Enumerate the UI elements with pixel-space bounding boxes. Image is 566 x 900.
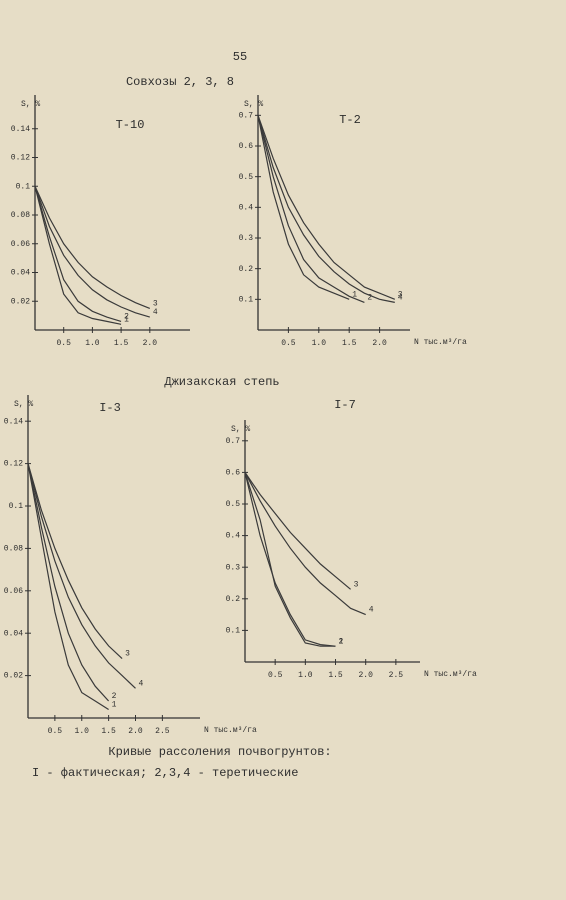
x-tick-label: 1.5: [328, 671, 343, 680]
x-axis-label: N тыс.м³/га: [424, 670, 477, 679]
y-tick-label: 0.02: [11, 297, 30, 306]
curve: [244, 472, 366, 616]
page-number: 55: [233, 50, 247, 64]
chart-title: Т-2: [339, 113, 361, 127]
y-tick-label: 0.5: [239, 173, 254, 182]
chart-title: I-7: [334, 398, 356, 412]
curve: [244, 472, 351, 590]
y-axis-label: S, %: [14, 400, 33, 409]
y-tick-label: 0.1: [226, 627, 241, 636]
y-tick-label: 0.08: [11, 211, 30, 220]
heading: Совхозы 2, 3, 8: [126, 75, 234, 89]
x-axis-label: N тыс.м³/га: [204, 726, 257, 735]
curve-label: 4: [369, 606, 374, 615]
curve-label: 3: [153, 300, 158, 309]
y-tick-label: 0.4: [226, 532, 241, 541]
curve: [257, 115, 350, 300]
chart-title: I-3: [99, 401, 121, 415]
y-tick-label: 0.3: [226, 563, 241, 572]
y-tick-label: 0.1: [16, 182, 31, 191]
y-tick-label: 0.1: [239, 295, 254, 304]
x-tick-label: 2.0: [143, 339, 158, 348]
curve: [34, 186, 122, 322]
x-tick-label: 2.0: [358, 671, 373, 680]
x-tick-label: 1.0: [312, 339, 327, 348]
y-tick-label: 0.6: [239, 142, 254, 151]
x-tick-label: 0.5: [48, 727, 63, 736]
x-tick-label: 1.5: [114, 339, 129, 348]
y-axis-label: S, %: [231, 425, 250, 434]
curve: [244, 472, 336, 647]
x-tick-label: 1.0: [298, 671, 313, 680]
x-tick-label: 0.5: [281, 339, 296, 348]
curve-label: 2: [124, 312, 129, 321]
curve-label: 2: [339, 637, 344, 646]
y-tick-label: 0.12: [4, 460, 23, 469]
y-tick-label: 0.5: [226, 500, 241, 509]
curve-label: 2: [112, 692, 117, 701]
y-tick-label: 0.2: [226, 595, 241, 604]
curve-label: 2: [367, 294, 372, 303]
curve-label: 1: [124, 315, 129, 324]
x-tick-label: 0.5: [57, 339, 72, 348]
curve: [257, 115, 365, 303]
curve-label: 1: [112, 701, 117, 710]
y-tick-label: 0.06: [4, 587, 23, 596]
y-tick-label: 0.3: [239, 234, 254, 243]
x-tick-label: 2.5: [389, 671, 404, 680]
y-tick-label: 0.04: [11, 269, 30, 278]
curve: [257, 115, 396, 300]
curve: [34, 186, 151, 309]
curve-label: 4: [398, 294, 403, 303]
x-tick-label: 1.5: [101, 727, 116, 736]
curve: [27, 463, 109, 711]
curve: [244, 472, 336, 647]
curve: [34, 186, 122, 325]
y-axis-label: S, %: [21, 100, 40, 109]
x-tick-label: 1.5: [342, 339, 357, 348]
y-tick-label: 0.7: [226, 437, 241, 446]
curve: [27, 463, 110, 702]
curve-label: 4: [153, 308, 158, 317]
x-axis-label: N тыс.м³/га: [414, 338, 467, 347]
chart-title: Т-10: [116, 118, 145, 132]
caption-line: Кривые рассоления почвогрунтов:: [108, 745, 331, 759]
curve: [27, 463, 123, 660]
curve-label: 1: [352, 290, 357, 299]
x-tick-label: 2.0: [372, 339, 387, 348]
curve-label: 3: [398, 290, 403, 299]
section: Джизакская степь: [164, 375, 279, 389]
y-tick-label: 0.02: [4, 672, 23, 681]
curve-label: 3: [354, 580, 359, 589]
curve: [27, 463, 136, 689]
x-tick-label: 1.0: [85, 339, 100, 348]
curve-label: 4: [139, 679, 144, 688]
curve-label: 3: [125, 650, 130, 659]
y-tick-label: 0.12: [11, 154, 30, 163]
y-tick-label: 0.7: [239, 111, 254, 120]
y-tick-label: 0.06: [11, 240, 30, 249]
y-tick-label: 0.4: [239, 203, 254, 212]
x-tick-label: 0.5: [268, 671, 283, 680]
y-tick-label: 0.6: [226, 469, 241, 478]
x-tick-label: 2.0: [128, 727, 143, 736]
y-axis-label: S, %: [244, 100, 263, 109]
curve: [34, 186, 150, 318]
y-tick-label: 0.14: [11, 125, 30, 134]
y-tick-label: 0.04: [4, 629, 23, 638]
y-tick-label: 0.08: [4, 545, 23, 554]
x-tick-label: 2.5: [155, 727, 170, 736]
curve: [257, 115, 395, 303]
y-tick-label: 0.14: [4, 417, 23, 426]
y-tick-label: 0.2: [239, 265, 254, 274]
y-tick-label: 0.1: [9, 502, 24, 511]
caption-line: I - фактическая; 2,3,4 - теретические: [32, 766, 298, 780]
curve-label: 1: [339, 637, 344, 646]
x-tick-label: 1.0: [75, 727, 90, 736]
